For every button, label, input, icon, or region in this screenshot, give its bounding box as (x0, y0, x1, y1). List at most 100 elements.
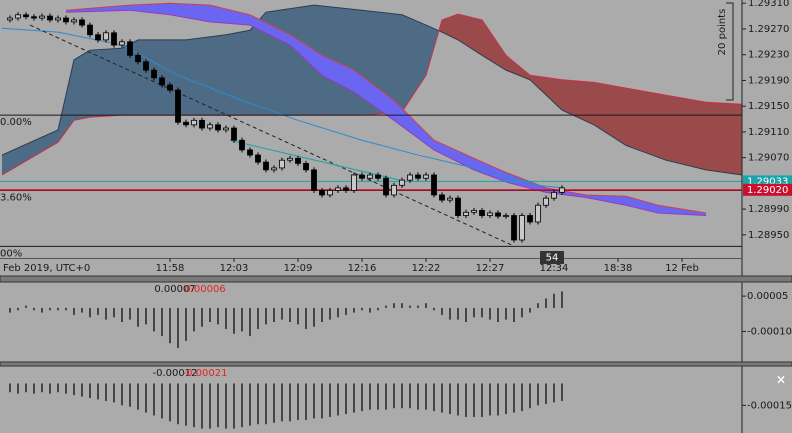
candle-body (367, 174, 373, 179)
histogram-bar (161, 307, 163, 337)
price-tag-label: 1.29033 (747, 176, 788, 187)
candle-body (327, 190, 333, 196)
histogram-bar (217, 307, 219, 325)
histogram-bar (481, 307, 483, 318)
histogram-bar (449, 307, 451, 320)
candle-body (47, 15, 53, 21)
histogram-bar (193, 383, 195, 428)
cloud-segment (666, 95, 706, 170)
readout: 0.00006 (184, 284, 225, 295)
cloud-segment (90, 48, 122, 118)
candle-body (559, 187, 565, 193)
histogram-bar (41, 307, 43, 313)
ruler-label: 20 points (717, 9, 728, 56)
close-button[interactable]: × (776, 373, 786, 387)
histogram-bar (345, 307, 347, 315)
histogram-bar (457, 307, 459, 320)
cloud-segment (442, 14, 458, 40)
y-tick-label: 1.29270 (748, 24, 789, 35)
candle-body (391, 184, 397, 196)
histogram-bar (329, 383, 331, 417)
histogram-bar (337, 383, 339, 416)
candle-body (527, 215, 533, 223)
histogram-bar (377, 307, 379, 311)
candle-body (359, 174, 365, 179)
histogram-bar (137, 383, 139, 410)
cloud-segment (530, 75, 562, 111)
candle-body (471, 209, 477, 213)
band-upper-line (65, 2, 707, 214)
candle-body (39, 15, 45, 19)
histogram-bar (33, 383, 35, 394)
candle-body (7, 17, 13, 21)
histogram-bar (273, 383, 275, 423)
candle-body (151, 69, 157, 79)
histogram-bar (57, 383, 59, 393)
histogram-bar (521, 383, 523, 412)
candle-body (215, 124, 221, 131)
date-label: Feb 2019, UTC+0 (3, 263, 90, 274)
histogram-bar (273, 307, 275, 322)
candle-body (55, 17, 61, 21)
cloud-segment (2, 129, 58, 175)
histogram-bar (281, 383, 283, 422)
candle-body (319, 190, 325, 196)
band-lower-line (65, 9, 707, 217)
candle-body (119, 41, 125, 46)
histogram-bar (361, 383, 363, 412)
cloud-segment (122, 39, 138, 116)
histogram-bar (161, 383, 163, 419)
histogram-bar (513, 307, 515, 322)
candle-body (423, 174, 429, 179)
candle-body (271, 167, 277, 171)
histogram-bar (249, 307, 251, 337)
histogram-bar (553, 383, 555, 403)
histogram-bar (473, 383, 475, 417)
band-segment (322, 55, 354, 92)
histogram-bar (17, 307, 19, 311)
candle-body (519, 215, 525, 241)
candle-body (159, 77, 165, 86)
candle-body (263, 161, 269, 171)
band-segment (394, 100, 434, 150)
histogram-bar (113, 383, 115, 403)
histogram-bar (473, 307, 475, 318)
histogram-bar (289, 383, 291, 422)
histogram-bar (33, 307, 35, 311)
candle-body (295, 157, 301, 164)
histogram-bar (177, 307, 179, 348)
histogram-bar (441, 383, 443, 413)
x-tick-label: 12:34 (540, 263, 569, 274)
cloud-segment (402, 14, 426, 112)
histogram-bar (361, 307, 363, 311)
band-segment (170, 3, 210, 22)
candle-body (175, 89, 181, 123)
histogram-bar (529, 383, 531, 409)
cloud-segment (706, 102, 742, 175)
x-tick-label: 12:27 (476, 263, 505, 274)
histogram-bar (265, 383, 267, 425)
histogram-bar (49, 307, 51, 311)
candle-body (503, 215, 509, 217)
histogram-bar (233, 383, 235, 429)
histogram-bar (73, 383, 75, 396)
cloud-segment (226, 30, 250, 116)
histogram-bar (505, 307, 507, 320)
histogram-bar (393, 303, 395, 308)
histogram-bar (433, 383, 435, 412)
histogram-bar (225, 307, 227, 330)
histogram-bar (169, 307, 171, 344)
x-tick-label: 11:58 (156, 263, 185, 274)
histogram-bar (353, 383, 355, 413)
histogram-bar (433, 307, 435, 311)
candle-body (543, 197, 549, 206)
candle-body (287, 157, 293, 161)
candle-body (535, 204, 541, 223)
candle-body (343, 187, 349, 191)
histogram-bar (201, 383, 203, 429)
span-a-line (1, 4, 742, 176)
histogram-bar (153, 383, 155, 416)
histogram-bar (145, 383, 147, 413)
candle-body (511, 215, 517, 241)
